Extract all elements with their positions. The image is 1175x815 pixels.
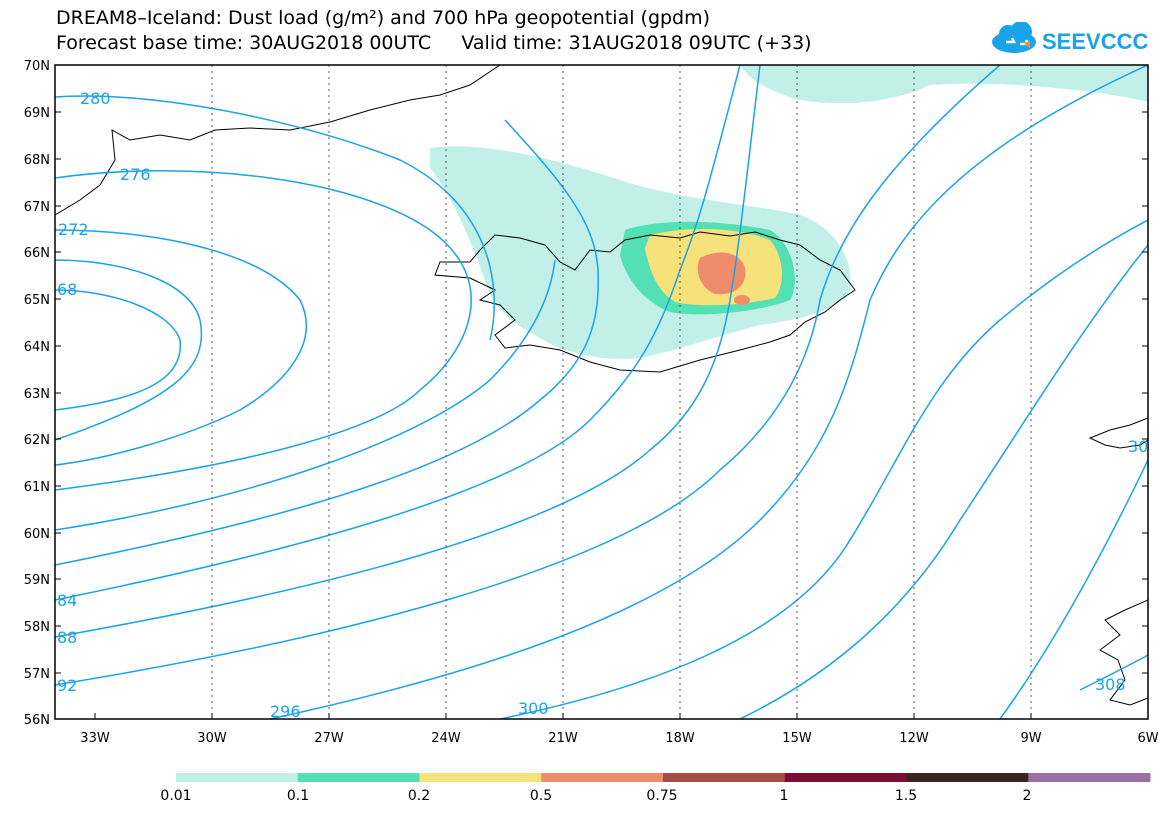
- contour-label: 88: [57, 628, 77, 647]
- colorbar-swatch: [176, 773, 299, 782]
- lon-label: 33W: [80, 731, 110, 746]
- contour-line: [55, 65, 761, 638]
- contour-label: 308: [1095, 675, 1126, 694]
- lon-label: 15W: [782, 731, 812, 746]
- colorbar-label: 0.2: [408, 788, 430, 804]
- graticule: [211, 65, 1032, 719]
- cloud-icon: [992, 22, 1036, 53]
- contour-line: [55, 119, 599, 566]
- colorbar-swatch: [541, 773, 664, 782]
- contour-line: [55, 170, 472, 491]
- contour-label: 30: [1128, 437, 1148, 456]
- colorbar-label: 0.5: [530, 788, 552, 804]
- contour-line: [1079, 654, 1148, 691]
- lon-label: 18W: [665, 731, 695, 746]
- lat-label: 60N: [24, 527, 50, 542]
- lon-label: 6W: [1137, 731, 1158, 746]
- logo-text: SEEVCCC: [1042, 29, 1148, 54]
- contour-label: 68: [57, 280, 77, 299]
- colorbar-swatch: [1028, 773, 1151, 782]
- colorbar-label: 1: [780, 788, 789, 804]
- colorbar-label: 0.75: [646, 788, 677, 804]
- colorbar-label: 0.01: [160, 788, 191, 804]
- lat-label: 67N: [24, 200, 50, 215]
- norway-islands-coast: [1099, 599, 1148, 706]
- lat-label: 59N: [24, 573, 50, 588]
- dust-shade-north: [740, 65, 1148, 104]
- lat-label: 69N: [24, 106, 50, 121]
- lon-label: 24W: [431, 731, 461, 746]
- lat-label: 63N: [24, 387, 50, 402]
- contour-line: [55, 65, 1001, 686]
- lon-label: 9W: [1020, 731, 1041, 746]
- latitude-labels: 70N 69N 68N 67N 66N 65N 64N 63N 62N 61N …: [24, 59, 50, 728]
- colorbar-swatch: [663, 773, 786, 782]
- lat-label: 64N: [24, 340, 50, 355]
- lon-label: 12W: [899, 731, 929, 746]
- lat-label: 68N: [24, 153, 50, 168]
- contour-label: 84: [57, 591, 77, 610]
- colorbar-label: 0.1: [287, 788, 309, 804]
- geopotential-contours: [55, 65, 1148, 719]
- iceland-coast: [434, 231, 856, 373]
- contour-line: [999, 459, 1148, 719]
- lat-label: 56N: [24, 713, 50, 728]
- contour-label: 296: [270, 702, 301, 721]
- greenland-coast: [55, 65, 501, 216]
- map-panel: 280 276 272 68 84 88 92 296 300 308 30: [55, 65, 1148, 721]
- contour-label: 272: [58, 220, 89, 239]
- seevccc-logo: SEEVCCC: [992, 22, 1148, 54]
- lat-label: 61N: [24, 480, 50, 495]
- contour-label: 280: [80, 89, 111, 108]
- dust-shade-peak-small: [734, 295, 750, 305]
- colorbar-swatch: [906, 773, 1029, 782]
- contour-line: [499, 219, 1148, 719]
- tick-marks: [55, 111, 1148, 719]
- lon-label: 27W: [314, 731, 344, 746]
- colorbar-swatch: [297, 773, 420, 782]
- contour-line: [55, 65, 741, 601]
- contour-line: [55, 229, 307, 466]
- colorbar-labels: 0.01 0.1 0.2 0.5 0.75 1 1.5 2: [160, 788, 1031, 804]
- longitude-labels: 33W 30W 27W 24W 21W 18W 15W 12W 9W 6W: [80, 731, 1158, 746]
- lat-label: 65N: [24, 293, 50, 308]
- lon-label: 21W: [548, 731, 578, 746]
- contour-line: [739, 244, 1148, 719]
- colorbar-label: 2: [1023, 788, 1032, 804]
- lat-label: 66N: [24, 246, 50, 261]
- lat-label: 57N: [24, 667, 50, 682]
- colorbar-label: 1.5: [895, 788, 917, 804]
- contour-line: [55, 95, 495, 341]
- colorbar-swatches: [176, 773, 1151, 782]
- dust-load-field: [430, 65, 1148, 359]
- contour-label: 92: [57, 676, 77, 695]
- scotland-coast: [1088, 417, 1148, 449]
- lat-label: 70N: [24, 59, 50, 74]
- colorbar: 0.01 0.1 0.2 0.5 0.75 1 1.5 2: [160, 773, 1151, 804]
- map-title: DREAM8–Iceland: Dust load (g/m²) and 700…: [56, 7, 711, 29]
- contour-line: [55, 259, 203, 441]
- lon-label: 30W: [197, 731, 227, 746]
- map-subtitle: Forecast base time: 30AUG2018 00UTC Vali…: [56, 32, 812, 54]
- contour-label: 300: [518, 699, 549, 718]
- dust-shade-peak: [697, 252, 746, 295]
- contour-line: [55, 259, 556, 531]
- lat-label: 58N: [24, 620, 50, 635]
- contour-line: [269, 65, 1148, 719]
- contour-line: [55, 289, 182, 411]
- coastlines: [55, 65, 1148, 706]
- map-frame: [54, 64, 1149, 720]
- colorbar-swatch: [784, 773, 907, 782]
- contour-labels: 280 276 272 68 84 88 92 296 300 308 30: [57, 89, 1148, 721]
- contour-label: 276: [120, 165, 151, 184]
- lat-label: 62N: [24, 433, 50, 448]
- colorbar-swatch: [419, 773, 542, 782]
